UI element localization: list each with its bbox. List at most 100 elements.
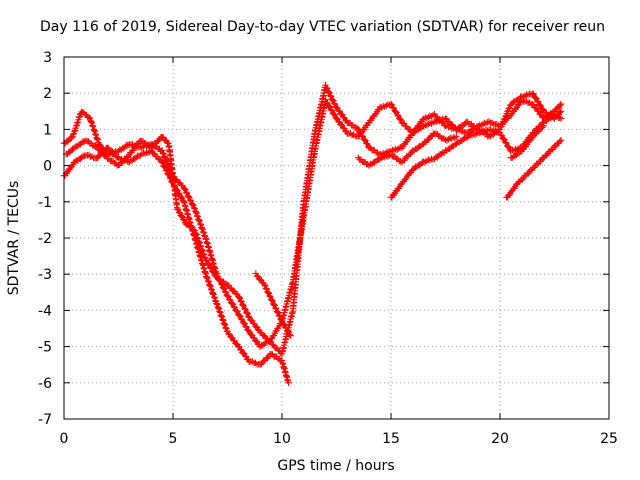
data-point xyxy=(274,309,281,316)
data-point xyxy=(556,114,563,122)
x-tick-label: 0 xyxy=(60,431,69,447)
data-point xyxy=(347,130,354,137)
data-point xyxy=(162,166,170,174)
data-point xyxy=(272,304,279,312)
data-point xyxy=(465,132,473,140)
data-point xyxy=(213,300,220,307)
y-tick-label: 1 xyxy=(43,122,52,138)
data-point xyxy=(230,303,238,311)
data-point xyxy=(204,277,212,285)
data-point xyxy=(91,127,98,134)
tick-labels: 0 5 10 15 20 25 -7 -6 -5 -4 -3 -2 -1 0 1 2 3 xyxy=(38,50,618,447)
data-point xyxy=(166,174,174,182)
data-point xyxy=(174,205,181,213)
data-point xyxy=(124,141,132,149)
y-tick-label: 0 xyxy=(43,159,52,175)
data-point xyxy=(504,143,512,150)
data-point xyxy=(158,159,166,166)
data-point xyxy=(115,154,122,161)
data-point xyxy=(161,163,168,170)
data-point xyxy=(141,150,149,157)
y-tick-label: -2 xyxy=(38,231,52,247)
data-point xyxy=(159,149,166,157)
data-point xyxy=(200,228,207,236)
data-point xyxy=(215,304,222,312)
data-point xyxy=(68,134,75,142)
data-point xyxy=(557,115,565,122)
data-point xyxy=(169,178,176,186)
data-point xyxy=(326,103,333,110)
data-point xyxy=(192,209,200,216)
data-point xyxy=(70,131,77,138)
data-point xyxy=(507,147,515,155)
grid-lines xyxy=(64,57,609,419)
data-point xyxy=(280,320,287,328)
data-point xyxy=(210,293,218,301)
data-point xyxy=(216,308,223,315)
data-point xyxy=(285,379,292,386)
data-point xyxy=(220,284,227,292)
data-point xyxy=(183,189,190,196)
data-point xyxy=(443,122,451,129)
x-tick-label: 10 xyxy=(273,431,291,447)
data-point xyxy=(88,119,96,127)
data-point xyxy=(88,118,95,126)
data-point xyxy=(239,302,247,309)
data-point xyxy=(523,98,530,105)
data-point xyxy=(536,102,544,109)
data-point xyxy=(146,148,153,155)
data-point xyxy=(425,121,432,128)
data-point xyxy=(540,122,547,129)
data-point xyxy=(236,312,243,319)
data-point xyxy=(378,154,385,162)
data-point xyxy=(118,155,125,163)
data-point xyxy=(262,285,270,292)
data-point xyxy=(453,133,460,140)
data-point xyxy=(241,305,248,312)
data-point xyxy=(521,92,529,99)
data-point xyxy=(426,157,434,164)
data-point xyxy=(485,118,493,125)
data-point xyxy=(181,185,188,193)
data-point xyxy=(242,323,249,330)
data-point xyxy=(245,327,252,334)
data-point xyxy=(165,171,172,178)
data-point xyxy=(207,285,215,293)
data-point xyxy=(243,309,251,317)
data-point xyxy=(266,292,273,300)
data-point xyxy=(249,358,256,365)
data-point xyxy=(173,186,180,193)
y-axis-label: SDTVAR / TECUs xyxy=(6,181,22,296)
data-point xyxy=(383,102,390,109)
data-point xyxy=(510,147,518,154)
data-point xyxy=(356,129,364,136)
data-point xyxy=(186,196,194,204)
series-track-g xyxy=(503,137,565,201)
series-track-d xyxy=(252,270,294,339)
data-point xyxy=(425,113,432,121)
data-point xyxy=(92,142,99,150)
data-point xyxy=(557,108,565,115)
data-point xyxy=(71,128,78,135)
data-point xyxy=(175,209,183,216)
data-point xyxy=(170,182,178,189)
data-point xyxy=(350,131,357,138)
data-point xyxy=(497,131,505,139)
chart-title: Day 116 of 2019, Sidereal Day-to-day VTE… xyxy=(40,19,605,35)
data-point xyxy=(275,312,283,319)
data-point xyxy=(327,106,335,114)
series-track-h xyxy=(507,122,547,162)
data-point xyxy=(394,111,401,119)
data-point xyxy=(327,92,334,99)
data-point xyxy=(177,194,185,201)
data-point xyxy=(396,115,404,123)
data-point xyxy=(218,312,225,320)
data-point xyxy=(459,127,466,135)
data-point xyxy=(423,157,431,165)
data-point xyxy=(138,151,146,158)
data-point xyxy=(228,300,236,307)
data-point xyxy=(381,153,388,161)
data-point xyxy=(489,119,496,127)
y-tick-label: -4 xyxy=(38,303,52,319)
